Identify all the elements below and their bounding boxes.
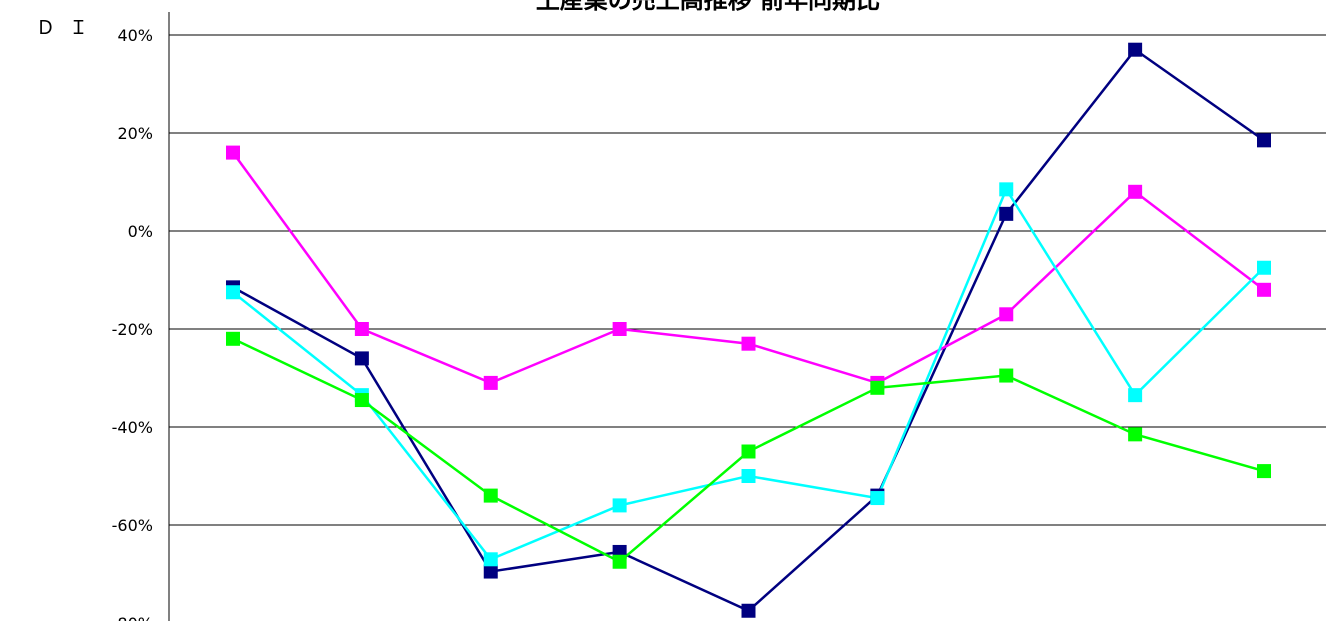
data-point-marker <box>870 380 885 395</box>
data-point-marker <box>226 285 240 300</box>
data-point-marker <box>1257 260 1271 275</box>
series-lines <box>231 47 1265 613</box>
data-point-marker <box>483 552 498 567</box>
data-point-marker <box>354 393 369 408</box>
data-point-marker <box>741 469 756 483</box>
data-point-marker <box>999 206 1014 221</box>
data-point-marker <box>1257 464 1271 479</box>
y-tick-label: -60% <box>112 516 153 535</box>
gridlines <box>169 34 1326 526</box>
data-point-marker <box>741 603 756 618</box>
data-point-marker <box>1128 42 1143 57</box>
y-tick-label: 20% <box>117 124 153 143</box>
series-markers <box>226 42 1271 618</box>
y-tick-labels: 40% 20% 0% -20% -40% -60% -80% <box>112 26 153 621</box>
y-axis-label: ＤＩ <box>36 17 102 39</box>
data-point-marker <box>226 331 240 346</box>
data-point-marker <box>354 351 369 366</box>
data-point-marker <box>483 564 498 579</box>
data-point-marker <box>226 145 240 160</box>
data-point-marker <box>612 554 627 569</box>
data-point-marker <box>1128 427 1143 442</box>
series-line-3 <box>232 186 1265 561</box>
y-tick-label: -40% <box>112 418 153 437</box>
data-point-marker <box>741 336 756 351</box>
data-point-marker <box>870 491 885 506</box>
y-tick-label: -20% <box>112 320 153 339</box>
data-point-marker <box>999 368 1014 383</box>
data-point-marker <box>483 488 498 503</box>
data-point-marker <box>612 322 627 336</box>
data-point-marker <box>1257 133 1271 148</box>
data-point-marker <box>483 375 498 390</box>
data-point-marker <box>1257 282 1271 297</box>
data-point-marker <box>999 182 1014 197</box>
y-tick-label: 40% <box>117 26 153 45</box>
data-point-marker <box>612 498 627 513</box>
data-point-marker <box>1128 184 1143 199</box>
series-line-1 <box>232 47 1265 613</box>
chart-title: 土産業の売上高推移 前年同期比 <box>536 0 880 14</box>
y-tick-label: -80% <box>112 614 153 621</box>
data-point-marker <box>1128 388 1143 403</box>
data-point-marker <box>354 322 369 336</box>
y-tick-label: 0% <box>128 222 153 241</box>
data-point-marker <box>741 444 756 459</box>
data-point-marker <box>999 307 1014 322</box>
